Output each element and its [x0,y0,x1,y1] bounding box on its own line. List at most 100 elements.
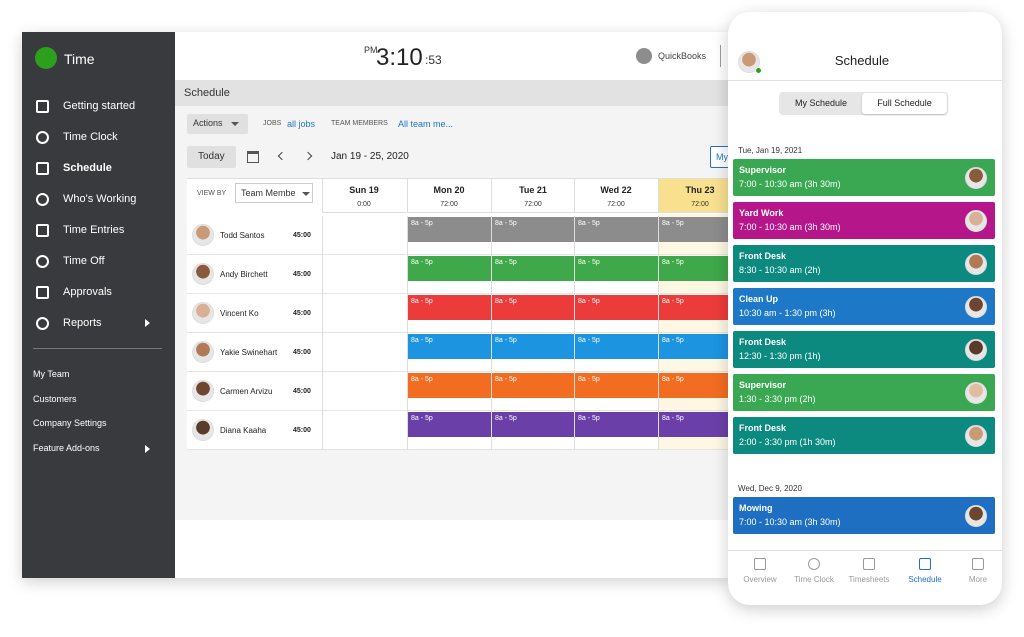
sidebar-divider [33,348,162,349]
row-divider [187,449,730,450]
member-name: Yakie Swinehart [220,348,278,357]
nav-divider [728,550,1002,551]
shift-bar[interactable]: 8a - 5p [492,334,575,359]
day-name: Sun 19 [349,185,379,195]
shift-bar[interactable]: 8a - 5p [575,256,658,281]
cell-border [658,216,659,255]
sidebar-label: Reports [63,317,102,329]
shift-label: 8a - 5p [662,337,684,344]
nav-item[interactable]: Time Clock [787,554,841,588]
shift-bar[interactable]: 8a - 5p [408,295,491,320]
shift-bar[interactable]: 8a - 5p [659,217,730,242]
filter-label: TEAM MEMBERS [331,120,388,127]
sidebar-item[interactable]: Time Off [22,249,175,275]
shift-bar[interactable]: 8a - 5p [408,412,491,437]
shift-label: 8a - 5p [578,298,600,305]
shift-bar[interactable]: 8a - 5p [492,373,575,398]
nav-item[interactable]: Schedule [898,554,952,588]
today-button[interactable]: Today [187,146,236,168]
day-hours: 72:00 [607,201,625,208]
shift-card[interactable]: Supervisor 1:30 - 3:30 pm (2h) [733,374,995,411]
button-label: My [716,152,728,162]
avatar [965,296,987,318]
shift-card[interactable]: Clean Up 10:30 am - 1:30 pm (3h) [733,288,995,325]
shift-time: 12:30 - 1:30 pm (1h) [739,351,821,361]
day-name: Tue 21 [519,185,547,195]
shift-card[interactable]: Front Desk 12:30 - 1:30 pm (1h) [733,331,995,368]
sidebar-icon [36,317,49,330]
tab[interactable]: Full Schedule [862,93,947,114]
screen-title: Schedule [834,53,890,68]
shift-bar[interactable]: 8a - 5p [408,256,491,281]
sidebar-item[interactable]: Who's Working [22,187,175,213]
actions-button[interactable]: Actions [187,114,248,134]
shift-bar[interactable]: 8a - 5p [659,373,730,398]
nav-icon [754,558,766,570]
sidebar-item[interactable]: Approvals [22,280,175,306]
sidebar-item[interactable]: My Team [22,366,175,384]
shift-bar[interactable]: 8a - 5p [492,217,575,242]
date-header: Tue, Jan 19, 2021 [738,146,803,155]
cell-border [491,294,492,333]
shift-label: 8a - 5p [662,298,684,305]
shift-bar[interactable]: 8a - 5p [575,373,658,398]
phone: Schedule My Schedule Full Schedule Tue, Jan… [728,12,1002,605]
cell-border [658,372,659,411]
shift-bar[interactable]: 8a - 5p [408,217,491,242]
shift-card[interactable]: Front Desk 8:30 - 10:30 am (2h) [733,245,995,282]
prev-arrow[interactable] [277,151,287,161]
shift-bar[interactable]: 8a - 5p [575,334,658,359]
shift-bar[interactable]: 8a - 5p [492,256,575,281]
filter-value[interactable]: all jobs [287,119,316,129]
desktop-window: Time Getting started Time Clock Schedule Who… [22,32,730,578]
sidebar-item[interactable]: Feature Add-ons [22,440,175,458]
day-hours: 72:00 [524,201,542,208]
view-by-select[interactable]: Team Membe [235,183,313,203]
shift-bar[interactable]: 8a - 5p [659,295,730,320]
nav-label: Time Clock [794,575,834,584]
shift-time: 2:00 - 3:30 pm (1h 30m) [739,437,836,447]
sidebar-item[interactable]: Reports [22,311,175,337]
shift-card[interactable]: Supervisor 7:00 - 10:30 am (3h 30m) [733,159,995,196]
shift-card[interactable]: Yard Work 7:00 - 10:30 am (3h 30m) [733,202,995,239]
cell-border [322,411,323,450]
shift-bar[interactable]: 8a - 5p [575,217,658,242]
shift-bar[interactable]: 8a - 5p [575,295,658,320]
shift-card[interactable]: Mowing 7:00 - 10:30 am (3h 30m) [733,497,995,534]
sidebar-item[interactable]: Schedule [22,156,175,182]
clock-time: 3:10 [376,44,423,71]
shift-title: Front Desk [739,251,787,261]
date-range: Jan 19 - 25, 2020 [331,151,409,162]
shift-bar[interactable]: 8a - 5p [492,412,575,437]
sidebar-item[interactable]: Time Clock [22,125,175,151]
sidebar-item[interactable]: Customers [22,391,175,409]
filter-value[interactable]: All team me... [398,119,454,129]
cell-border [322,333,323,372]
shift-bar[interactable]: 8a - 5p [659,334,730,359]
row-divider [187,293,730,294]
view-button[interactable]: My [710,146,730,168]
day-name: Thu 23 [685,185,715,195]
sidebar-item[interactable]: Getting started [22,94,175,120]
sidebar-item[interactable]: Time Entries [22,218,175,244]
shift-bar[interactable]: 8a - 5p [408,334,491,359]
shift-label: 8a - 5p [578,337,600,344]
calendar-icon[interactable] [247,151,259,163]
sidebar-item[interactable]: Company Settings [22,415,175,433]
day-name: Wed 22 [600,185,632,195]
shift-bar[interactable]: 8a - 5p [408,373,491,398]
shift-bar[interactable]: 8a - 5p [492,295,575,320]
nav-item[interactable]: Timesheets [842,554,896,588]
day-header [574,179,658,213]
next-arrow[interactable] [303,151,313,161]
nav-item[interactable]: Overview [733,554,787,588]
tab[interactable]: My Schedule [780,93,862,114]
dropdown-caret [231,122,239,126]
shift-bar[interactable]: 8a - 5p [659,412,730,437]
shift-label: 8a - 5p [495,376,517,383]
shift-bar[interactable]: 8a - 5p [575,412,658,437]
nav-item[interactable]: More [951,554,1002,588]
avatar [192,380,214,402]
shift-bar[interactable]: 8a - 5p [659,256,730,281]
shift-card[interactable]: Front Desk 2:00 - 3:30 pm (1h 30m) [733,417,995,454]
